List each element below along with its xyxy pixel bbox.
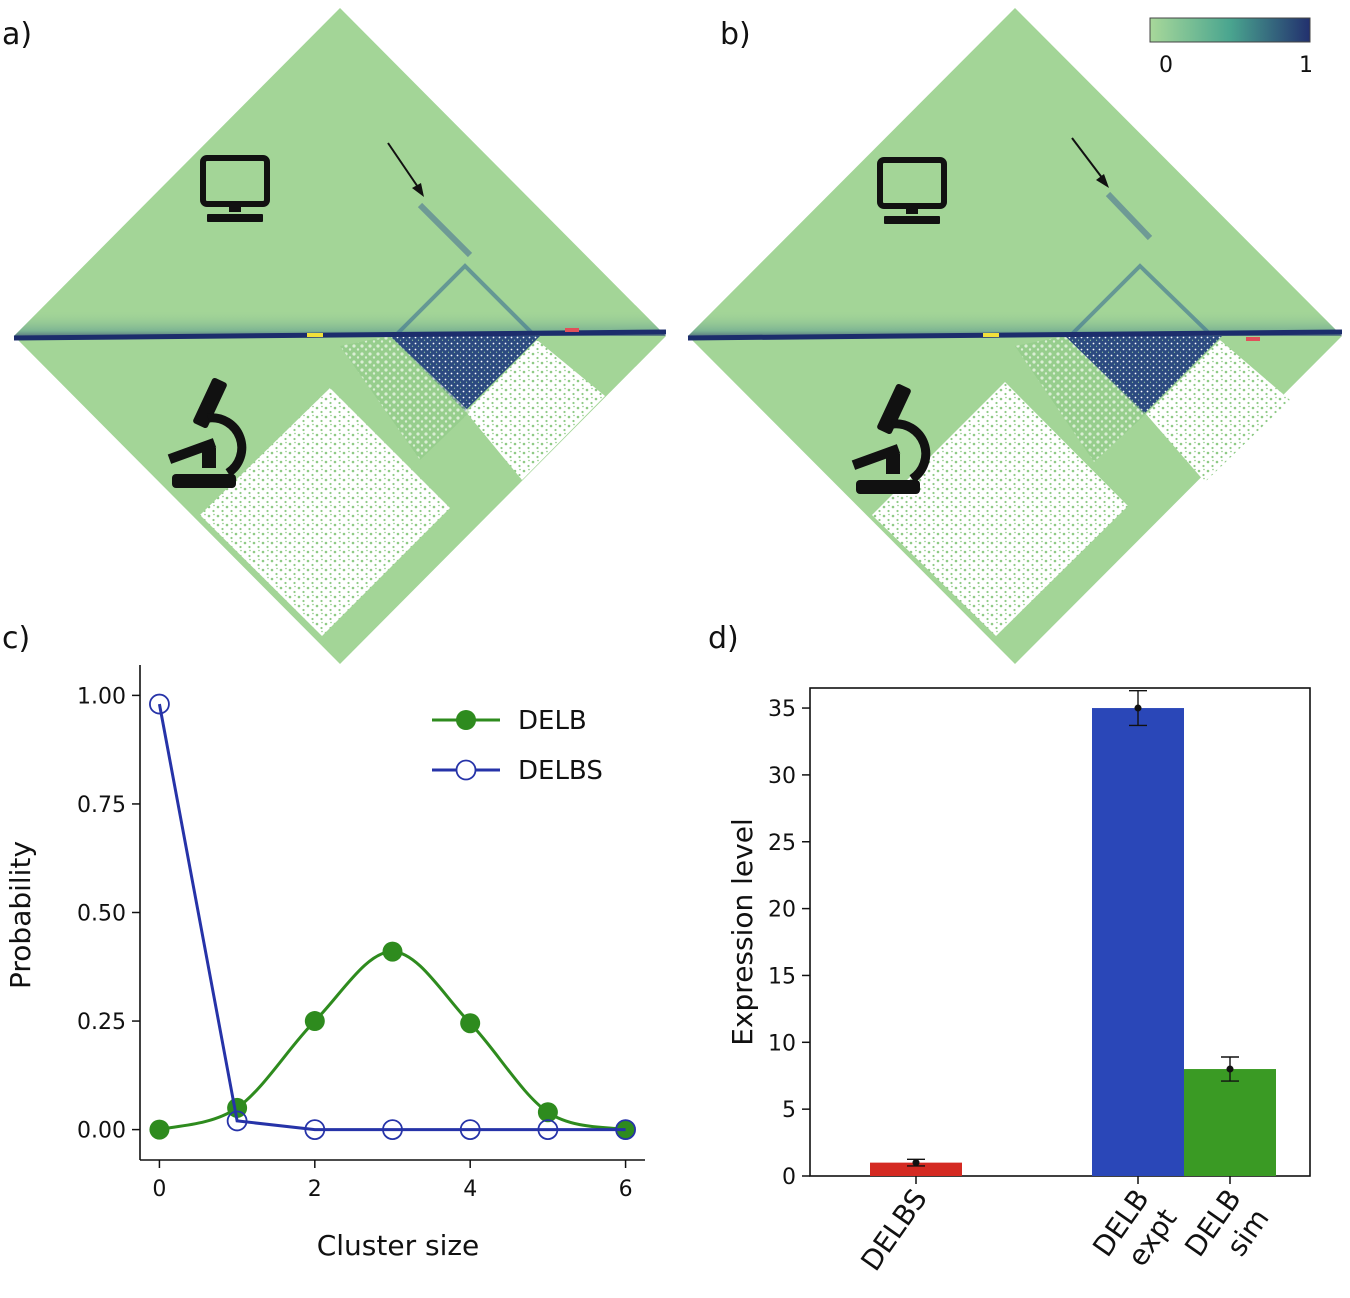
arrow-b-line <box>1071 137 1107 184</box>
heatmap-a-loop <box>417 202 473 258</box>
heatmap-a-sparse-block <box>200 388 450 636</box>
d-y-tick-label: 0 <box>782 1165 796 1190</box>
d-x-tick-label-1: DELBexpt <box>1086 1183 1183 1282</box>
d-mean-marker-1 <box>1134 704 1142 712</box>
microscope-icon <box>851 383 931 494</box>
d-y-tick-label: 25 <box>768 831 796 856</box>
heatmap-a <box>13 8 667 664</box>
arrow-b-head <box>1096 174 1109 188</box>
panel-label-a: a) <box>2 17 32 52</box>
c-legend-marker-delb <box>456 710 476 730</box>
heatmap-a-dense-block <box>390 336 540 411</box>
c-series-line-delbs <box>157 703 626 1132</box>
d-y-tick-label: 20 <box>768 898 796 923</box>
c-x-tick-label: 4 <box>463 1177 477 1202</box>
c-x-tick-label: 0 <box>152 1177 166 1202</box>
heatmap-a-sparse-block-2 <box>466 340 605 480</box>
d-bar-2 <box>1184 1069 1276 1176</box>
heatmap-a-near-diagonal <box>14 310 666 336</box>
c-y-tick-label: 0.00 <box>77 1119 126 1144</box>
computer-icon <box>877 157 947 224</box>
arrow-a-head <box>412 183 424 197</box>
d-x-tick-label-2: DELBsim <box>1178 1183 1275 1282</box>
heatmap-a-mid-block <box>340 336 470 460</box>
d-bar-1 <box>1092 708 1184 1176</box>
d-mean-marker-0 <box>912 1159 920 1167</box>
c-legend-label-delbs: DELBS <box>518 756 603 786</box>
d-y-tick-label: 5 <box>782 1098 796 1123</box>
heatmap-b-dense-block <box>1065 336 1222 414</box>
c-y-tick-label: 0.50 <box>77 902 126 927</box>
d-y-tick-label: 30 <box>768 764 796 789</box>
c-point-delb <box>382 941 403 962</box>
heatmap-b-loop <box>1105 191 1153 241</box>
d-x-tick-label-0: DELBS <box>854 1183 933 1277</box>
colorbar-gradient <box>1149 17 1311 43</box>
c-x-axis-title: Cluster size <box>317 1229 480 1262</box>
c-y-tick-label: 0.75 <box>77 793 126 818</box>
d-plot-frame <box>809 687 1311 1177</box>
c-point-delb <box>149 1119 170 1140</box>
heatmap-a-yellow-mark <box>307 333 323 337</box>
c-point-delb <box>537 1102 558 1123</box>
c-point-delbs <box>615 1119 636 1141</box>
panel-label-c: c) <box>2 621 30 656</box>
colorbar: 0 1 <box>1149 17 1313 78</box>
heatmap-b-diagonal <box>687 329 1343 341</box>
colorbar-min-label: 0 <box>1159 53 1173 78</box>
d-x-tick-label-line: DELBS <box>854 1183 933 1277</box>
c-point-delbs <box>459 1119 481 1141</box>
c-point-delbs <box>537 1119 559 1141</box>
heatmap-b-near-diagonal <box>688 310 1342 336</box>
heatmap-b-sparse-block <box>872 382 1128 636</box>
d-y-tick-label: 15 <box>768 964 796 989</box>
c-point-delbs <box>226 1110 248 1132</box>
heatmap-b-yellow-mark <box>983 333 999 337</box>
c-y-axis-title: Probability <box>4 841 37 989</box>
heatmap-a-domain <box>393 263 537 338</box>
heatmap-b-red-mark <box>1246 337 1260 341</box>
c-legend: DELB DELBS <box>432 706 603 786</box>
heatmap-a-diagonal <box>13 329 667 341</box>
c-x-tick-label: 2 <box>308 1177 322 1202</box>
computer-icon <box>200 155 270 222</box>
c-legend-marker-delbs <box>455 759 477 781</box>
colorbar-max-label: 1 <box>1299 53 1313 78</box>
line-chart: 0.00 0.25 0.50 0.75 1.00 0 2 4 6 Cluster size P… <box>4 665 645 1262</box>
c-point-delbs <box>382 1119 403 1141</box>
c-legend-label-delb: DELB <box>518 706 587 736</box>
c-point-delbs <box>149 693 170 715</box>
heatmap-b-mid-block <box>1015 336 1146 462</box>
c-y-tick-label: 0.25 <box>77 1010 126 1035</box>
c-point-delbs <box>304 1119 326 1141</box>
microscope-icon <box>167 377 247 488</box>
c-point-delb <box>460 1013 481 1034</box>
c-y-tick-label: 1.00 <box>77 684 126 709</box>
panel-label-b: b) <box>720 17 751 52</box>
heatmap-b <box>687 8 1343 664</box>
d-mean-marker-2 <box>1226 1065 1234 1073</box>
c-x-tick-label: 6 <box>619 1177 633 1202</box>
d-y-tick-label: 10 <box>768 1031 796 1056</box>
panel-label-d: d) <box>708 621 739 656</box>
arrow-a-line <box>387 142 423 194</box>
heatmap-b-domain <box>1068 263 1214 338</box>
d-y-tick-label: 35 <box>768 697 796 722</box>
heatmap-a-red-mark <box>565 328 579 332</box>
d-y-axis-title: Expression level <box>726 818 759 1045</box>
c-point-delb <box>304 1011 325 1032</box>
heatmap-b-sparse-block-2 <box>1146 340 1290 482</box>
d-bar-0 <box>870 1162 962 1176</box>
